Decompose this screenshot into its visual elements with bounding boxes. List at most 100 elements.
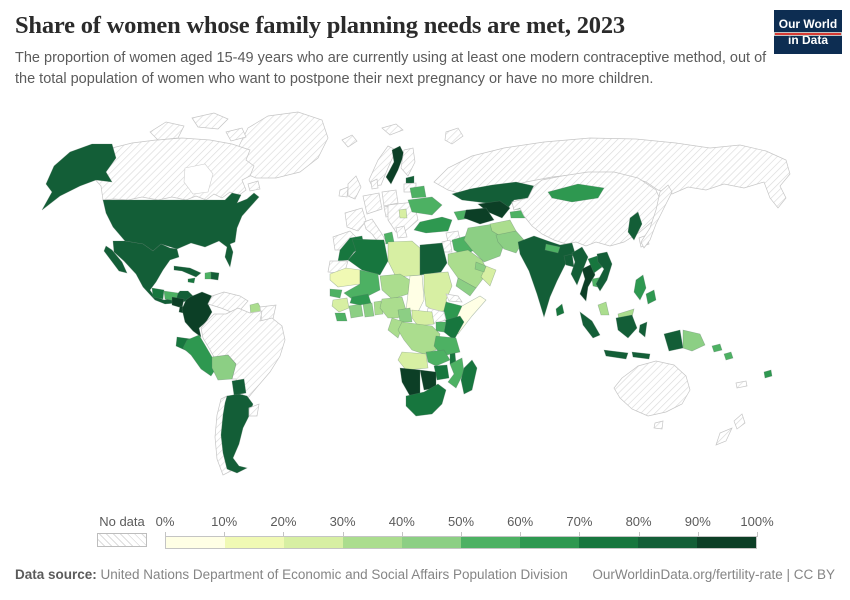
- region-bolivia[interactable]: [211, 354, 237, 381]
- legend-bin-20-30%[interactable]: [284, 537, 343, 548]
- region-guinea[interactable]: [331, 297, 350, 313]
- region-senegal[interactable]: [329, 288, 343, 299]
- legend-bin-10-20%[interactable]: [225, 537, 284, 548]
- region-greece[interactable]: [395, 225, 408, 239]
- region-drc[interactable]: [397, 321, 441, 355]
- region-germany[interactable]: [362, 192, 383, 215]
- region-canada[interactable]: [91, 137, 255, 201]
- region-mexico-baja[interactable]: [103, 245, 128, 274]
- region-north-korea[interactable]: [627, 211, 643, 241]
- region-india[interactable]: [517, 235, 576, 319]
- region-serbia[interactable]: [398, 208, 408, 219]
- region-cameroon[interactable]: [397, 307, 413, 323]
- region-angola[interactable]: [397, 351, 429, 371]
- region-zambia[interactable]: [425, 349, 451, 367]
- region-ghana[interactable]: [362, 302, 375, 318]
- region-uae-qatar[interactable]: [474, 261, 487, 273]
- legend-bin-60-70%[interactable]: [520, 537, 579, 548]
- legend-bin-70-80%[interactable]: [579, 537, 638, 548]
- region-canada-arctic-3[interactable]: [225, 127, 247, 142]
- region-central-african-republic[interactable]: [411, 309, 435, 327]
- region-australia[interactable]: [613, 360, 691, 417]
- region-estonia[interactable]: [405, 175, 415, 184]
- region-france[interactable]: [344, 207, 367, 232]
- region-jamaica[interactable]: [187, 277, 196, 284]
- legend-bin-30-40%[interactable]: [343, 537, 402, 548]
- region-poland[interactable]: [381, 189, 399, 207]
- region-saudi-arabia[interactable]: [447, 249, 489, 289]
- region-finland[interactable]: [400, 147, 416, 177]
- region-greenland[interactable]: [237, 111, 329, 179]
- region-turkmenistan[interactable]: [463, 207, 495, 225]
- legend-no-data-swatch[interactable]: [97, 533, 147, 547]
- region-haiti[interactable]: [204, 271, 212, 280]
- region-kazakhstan[interactable]: [451, 181, 535, 209]
- region-mozambique[interactable]: [447, 357, 465, 389]
- region-mexico[interactable]: [112, 240, 194, 305]
- region-indonesia-java[interactable]: [603, 349, 629, 360]
- region-suriname[interactable]: [259, 304, 277, 322]
- region-tasmania[interactable]: [653, 420, 664, 430]
- region-papua-new-guinea[interactable]: [682, 329, 706, 352]
- region-dominican-republic[interactable]: [210, 271, 220, 281]
- region-madagascar[interactable]: [460, 359, 478, 395]
- region-niger[interactable]: [379, 273, 411, 300]
- region-sierra-leone[interactable]: [334, 312, 348, 322]
- region-venezuela[interactable]: [207, 291, 249, 313]
- region-indonesia-sumatra[interactable]: [579, 311, 601, 339]
- region-philippines-mindanao[interactable]: [645, 289, 657, 305]
- region-ukraine[interactable]: [407, 196, 443, 216]
- region-argentina[interactable]: [220, 393, 254, 474]
- legend-bin-40-50%[interactable]: [402, 537, 461, 548]
- region-namibia[interactable]: [399, 367, 421, 397]
- credit-line[interactable]: OurWorldinData.org/fertility-rate | CC B…: [592, 567, 835, 582]
- region-indonesia-lesser-sunda[interactable]: [631, 351, 651, 360]
- region-ireland[interactable]: [338, 186, 349, 198]
- region-iceland[interactable]: [341, 134, 358, 148]
- region-indonesia-papua[interactable]: [663, 329, 684, 352]
- region-new-zealand-north[interactable]: [733, 413, 746, 430]
- region-fiji[interactable]: [763, 369, 773, 379]
- region-turkey[interactable]: [413, 216, 453, 234]
- region-togo-benin[interactable]: [373, 300, 384, 316]
- region-vietnam[interactable]: [595, 251, 613, 292]
- region-cote-divoire[interactable]: [348, 303, 364, 319]
- region-oman[interactable]: [480, 265, 497, 287]
- region-yemen[interactable]: [455, 277, 477, 297]
- legend-bin-80-90%[interactable]: [638, 537, 697, 548]
- legend-bin-50-60%[interactable]: [461, 537, 520, 548]
- region-philippines-luzon[interactable]: [633, 274, 647, 301]
- region-paraguay[interactable]: [231, 378, 247, 396]
- region-united-kingdom[interactable]: [347, 175, 362, 200]
- region-denmark[interactable]: [370, 178, 379, 190]
- region-new-caledonia[interactable]: [735, 380, 748, 389]
- region-cuba[interactable]: [173, 265, 202, 278]
- legend-bin-0-10%[interactable]: [166, 537, 225, 548]
- region-tajikistan[interactable]: [509, 209, 526, 219]
- region-sweden[interactable]: [385, 145, 405, 185]
- region-indonesia-kalimantan[interactable]: [615, 314, 638, 339]
- region-eritrea[interactable]: [445, 293, 463, 303]
- region-myanmar[interactable]: [570, 246, 589, 286]
- region-pakistan[interactable]: [495, 230, 525, 254]
- region-solomon-islands-2[interactable]: [723, 351, 734, 361]
- region-kenya[interactable]: [443, 315, 465, 341]
- region-bangladesh[interactable]: [563, 253, 575, 268]
- region-canada-arctic-1[interactable]: [149, 121, 185, 141]
- region-libya[interactable]: [387, 240, 421, 278]
- region-china[interactable]: [511, 171, 663, 247]
- region-japan[interactable]: [640, 184, 673, 249]
- region-egypt[interactable]: [419, 242, 448, 276]
- region-uganda[interactable]: [435, 321, 447, 333]
- region-uruguay[interactable]: [248, 403, 260, 417]
- region-burkina-faso[interactable]: [349, 293, 372, 306]
- region-mongolia[interactable]: [547, 183, 605, 203]
- region-congo-gabon[interactable]: [387, 317, 405, 339]
- region-canada-arctic-2[interactable]: [191, 112, 229, 130]
- region-nepal[interactable]: [544, 243, 561, 254]
- region-belarus[interactable]: [409, 185, 427, 199]
- region-indonesia-sulawesi[interactable]: [638, 321, 648, 338]
- region-malaysia[interactable]: [597, 301, 610, 316]
- legend-bin-90-100%[interactable]: [697, 537, 756, 548]
- region-sri-lanka[interactable]: [555, 303, 565, 317]
